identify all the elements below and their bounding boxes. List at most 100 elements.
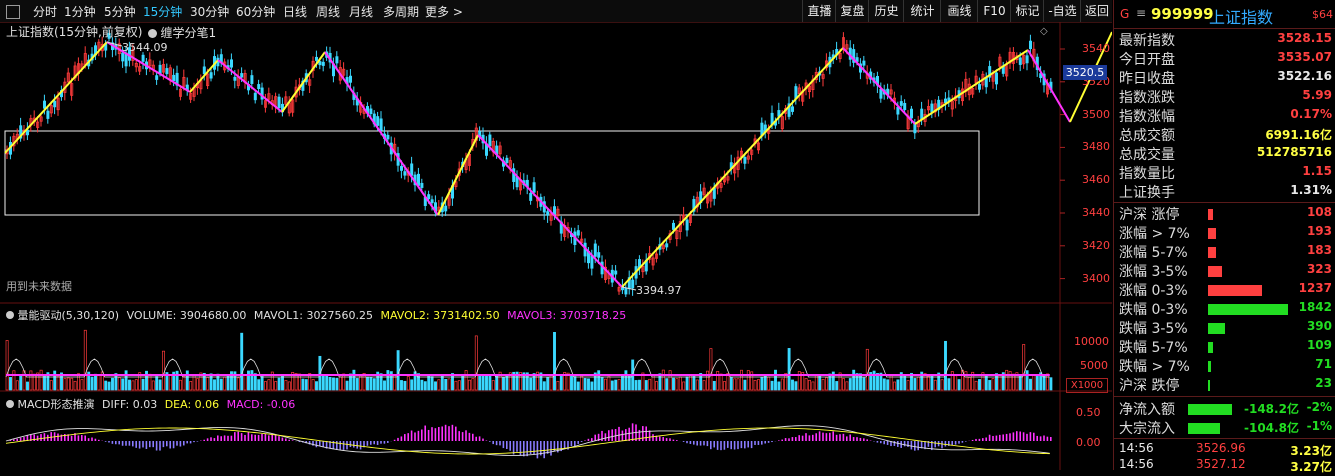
volume-bar — [794, 381, 798, 391]
breadth-row: 沪深 跌停 23 — [1118, 375, 1334, 394]
tool-button[interactable]: 标记 — [1010, 0, 1044, 22]
volume-bar — [767, 376, 771, 391]
period-tab[interactable]: 分时 — [33, 5, 58, 19]
tick-price: 3527.12 — [1196, 457, 1246, 471]
tool-button[interactable]: 历史 — [868, 0, 904, 22]
settings-dot-icon[interactable] — [6, 400, 14, 408]
volume-bar — [600, 376, 604, 391]
tool-button[interactable]: -自选 — [1043, 0, 1081, 22]
volume-bar — [944, 340, 947, 391]
candle-body — [1029, 40, 1033, 50]
panel-toggle-icon[interactable] — [6, 5, 20, 19]
volume-bar — [777, 381, 781, 391]
volume-bar — [332, 377, 335, 391]
volume-bar — [403, 380, 407, 391]
volume-value: VOLUME: 3904680.00 — [126, 309, 247, 322]
candle-body — [556, 208, 560, 217]
volume-bar — [811, 381, 815, 391]
volume-bar — [301, 378, 305, 391]
volume-bar — [182, 376, 186, 391]
candle-body — [950, 100, 954, 110]
volume-bar — [658, 373, 662, 391]
mavol3-value: MAVOL3: 3703718.25 — [507, 309, 627, 322]
candle-body — [427, 194, 431, 200]
breadth-bar — [1208, 380, 1210, 391]
volume-bar — [746, 370, 750, 391]
volume-bar — [580, 375, 584, 391]
volume-bar — [355, 378, 359, 391]
candle-body — [852, 49, 856, 63]
period-toolbar: 分时 1分钟 5分钟 15分钟 30分钟 60分钟 日线 周线 月线 多周期 更多 > 直播 复盘 历史统… — [0, 0, 1112, 23]
breadth-label: 涨幅 5-7% — [1119, 245, 1188, 261]
price-tick: 3440 — [1082, 206, 1110, 219]
candle-body — [240, 73, 244, 78]
volume-bar — [223, 376, 227, 391]
breadth-count: 183 — [1306, 243, 1332, 257]
volume-bar — [294, 373, 298, 391]
volume-bar — [712, 380, 716, 391]
volume-bar — [454, 380, 458, 391]
candle-body — [206, 73, 210, 87]
breadth-bar — [1208, 342, 1213, 353]
tool-button[interactable]: 返回 — [1080, 0, 1113, 22]
volume-bar — [930, 375, 934, 391]
overlay-indicator[interactable]: 缠学分笔1 — [148, 24, 216, 41]
volume-bar — [46, 372, 50, 391]
tool-button[interactable]: F10 — [977, 0, 1011, 22]
period-tab[interactable]: 1分钟 — [64, 5, 96, 19]
price-tick: 3540 — [1082, 42, 1110, 55]
period-tab[interactable]: 30分钟 — [190, 5, 230, 19]
tool-button[interactable]: 画线 — [940, 0, 978, 22]
candle-body — [903, 102, 907, 111]
volume-bar — [151, 380, 155, 391]
quote-stat-row: 上证换手 1.31% — [1118, 182, 1334, 201]
volume-bar — [444, 378, 448, 391]
stat-value: 3535.07 — [1277, 50, 1332, 64]
period-tab[interactable]: 多周期 — [383, 5, 420, 19]
period-tab[interactable]: 更多 > — [425, 5, 463, 19]
candle-body — [39, 116, 43, 122]
flow-bar — [1188, 404, 1232, 415]
volume-bar — [508, 372, 512, 391]
tool-button[interactable]: 统计 — [903, 0, 941, 22]
candle-body — [420, 182, 424, 188]
candle-body — [148, 59, 152, 67]
collapse-chevron-icon[interactable]: ◇ — [1040, 26, 1048, 37]
volume-bar — [366, 376, 369, 391]
sidebar-header: G ≡ 999999 上证指数 $64 — [1114, 0, 1335, 28]
volume-bar — [311, 379, 315, 391]
volume-bar — [699, 373, 703, 391]
breadth-label: 涨幅 0-3% — [1119, 283, 1188, 299]
candle-body — [386, 134, 390, 140]
settings-dot-icon[interactable] — [6, 311, 14, 319]
volume-bar — [536, 371, 539, 391]
period-tab[interactable]: 5分钟 — [104, 5, 136, 19]
candle-body — [651, 257, 655, 266]
breadth-row: 跌幅 > 7% 71 — [1118, 356, 1334, 375]
kline-chart-area[interactable] — [0, 22, 1112, 470]
volume-bar — [1025, 370, 1029, 391]
period-tab[interactable]: 15分钟 — [143, 5, 183, 19]
menu-icon[interactable]: ≡ — [1136, 6, 1147, 20]
volume-bar — [757, 379, 760, 391]
period-tab[interactable]: 日线 — [283, 5, 308, 19]
tool-button[interactable]: 复盘 — [835, 0, 869, 22]
price-tick: 3460 — [1082, 173, 1110, 187]
breadth-count: 323 — [1306, 262, 1332, 276]
volume-bar — [587, 378, 590, 391]
volume-bar — [427, 375, 431, 391]
volume-bar — [954, 375, 958, 391]
period-tab[interactable]: 月线 — [349, 5, 374, 19]
tool-button[interactable]: 直播 — [802, 0, 836, 22]
volume-bar — [451, 373, 454, 391]
volume-bar — [974, 380, 978, 391]
period-tab[interactable]: 60分钟 — [236, 5, 276, 19]
period-tab[interactable]: 周线 — [316, 5, 341, 19]
breadth-bar — [1208, 323, 1225, 334]
volume-bar — [185, 370, 189, 391]
volume-bar — [481, 374, 485, 391]
stat-label: 指数量比 — [1119, 166, 1175, 182]
volume-bar — [19, 375, 23, 391]
volume-bar — [532, 373, 536, 391]
candle-body — [553, 206, 557, 215]
